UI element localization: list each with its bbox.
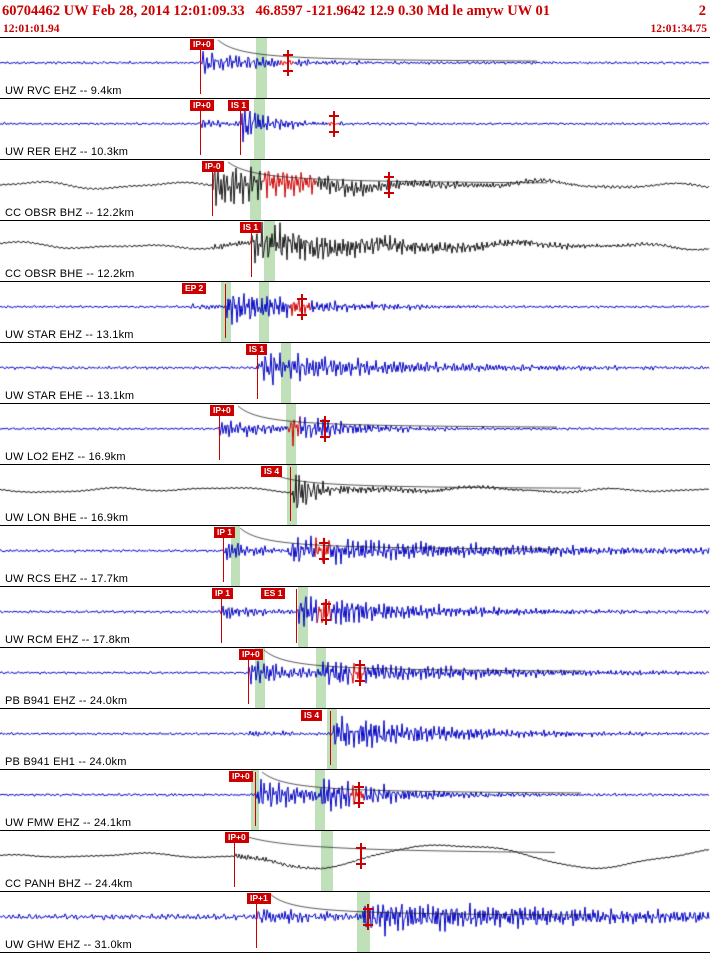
waveform-canvas[interactable]	[0, 404, 710, 463]
page-indicator: 2	[698, 2, 706, 19]
phase-pick-flag[interactable]: IP+0	[229, 771, 253, 782]
waveform-canvas[interactable]	[0, 465, 710, 524]
phase-pick-line[interactable]	[330, 711, 331, 765]
trace-panel[interactable]: IS 4 PB B941 EH1 -- 24.0km	[0, 709, 710, 770]
phase-pick-flag[interactable]: IS 4	[301, 710, 323, 721]
waveform-canvas[interactable]	[0, 648, 710, 707]
phase-pick-flag[interactable]: IS 4	[261, 466, 283, 477]
trace-panel[interactable]: IP 1 ES 1 UW RCM EHZ -- 17.8km	[0, 587, 710, 648]
station-label: PB B941 EHZ -- 24.0km	[5, 695, 128, 707]
phase-pick-flag[interactable]: IP+1	[247, 893, 271, 904]
phase-pick-flag[interactable]: IS 1	[228, 100, 250, 111]
phase-pick-line[interactable]	[240, 101, 241, 155]
trace-panel[interactable]: IP 1 UW RCS EHZ -- 17.7km	[0, 526, 710, 587]
time-axis-header: 12:01:01.94 12:01:34.75	[0, 21, 710, 37]
phase-pick-line[interactable]	[200, 40, 201, 94]
coda-duration-marker[interactable]	[283, 50, 293, 76]
phase-pick-line[interactable]	[234, 833, 235, 887]
station-label: CC OBSR BHE -- 12.2km	[5, 268, 135, 280]
station-label: CC OBSR BHZ -- 12.2km	[5, 207, 134, 219]
waveform-canvas[interactable]	[0, 770, 710, 829]
trace-panel[interactable]: IP+0 PB B941 EHZ -- 24.0km	[0, 648, 710, 709]
phase-pick-flag[interactable]: IP-0	[202, 161, 224, 172]
station-label: UW LO2 EHZ -- 16.9km	[5, 451, 126, 463]
event-summary-text: 60704462 UW Feb 28, 2014 12:01:09.33 46.…	[2, 2, 551, 19]
station-label: PB B941 EH1 -- 24.0km	[5, 756, 127, 768]
station-label: UW GHW EHZ -- 31.0km	[5, 939, 132, 951]
waveform-canvas[interactable]	[0, 221, 710, 280]
phase-pick-line[interactable]	[256, 894, 257, 948]
station-label: CC PANH BHZ -- 24.4km	[5, 878, 133, 890]
waveform-canvas[interactable]	[0, 282, 710, 341]
trace-panel[interactable]: IP+0 UW FMW EHZ -- 24.1km	[0, 770, 710, 831]
station-label: UW LON BHE -- 16.9km	[5, 512, 129, 524]
station-label: UW RVC EHZ -- 9.4km	[5, 85, 122, 97]
trace-panel[interactable]: IP+1 UW GHW EHZ -- 31.0km	[0, 892, 710, 953]
waveform-canvas[interactable]	[0, 343, 710, 402]
trace-panel[interactable]: IS 1 CC OBSR BHE -- 12.2km	[0, 221, 710, 282]
coda-duration-marker[interactable]	[354, 782, 364, 808]
phase-pick-line[interactable]	[255, 772, 256, 826]
coda-duration-marker[interactable]	[329, 111, 339, 137]
phase-pick-flag[interactable]: IP+0	[225, 832, 249, 843]
phase-pick-flag[interactable]: EP 2	[182, 283, 207, 294]
phase-pick-flag[interactable]: IP+0	[190, 100, 214, 111]
window-end-time: 12:01:34.75	[650, 23, 707, 35]
phase-pick-line[interactable]	[225, 284, 226, 338]
coda-duration-marker[interactable]	[319, 538, 329, 564]
phase-pick-flag[interactable]: IS 1	[246, 344, 268, 355]
waveform-canvas[interactable]	[0, 160, 710, 219]
station-label: UW FMW EHZ -- 24.1km	[5, 817, 132, 829]
coda-duration-marker[interactable]	[384, 172, 394, 198]
trace-panel[interactable]: IP-0 CC OBSR BHZ -- 12.2km	[0, 160, 710, 221]
phase-pick-flag[interactable]: IP 1	[212, 588, 233, 599]
waveform-canvas[interactable]	[0, 38, 710, 97]
phase-pick-line[interactable]	[290, 467, 291, 521]
trace-panel[interactable]: IP+0 UW LO2 EHZ -- 16.9km	[0, 404, 710, 465]
coda-duration-marker[interactable]	[321, 599, 331, 625]
waveform-canvas[interactable]	[0, 831, 710, 890]
phase-pick-line[interactable]	[257, 345, 258, 399]
station-label: UW STAR EHE -- 13.1km	[5, 390, 135, 402]
phase-pick-line[interactable]	[221, 589, 222, 643]
trace-panel[interactable]: IP+0 UW RVC EHZ -- 9.4km	[0, 38, 710, 99]
waveform-canvas[interactable]	[0, 587, 710, 646]
station-label: UW RCM EHZ -- 17.8km	[5, 634, 130, 646]
coda-duration-marker[interactable]	[356, 843, 366, 869]
phase-pick-line[interactable]	[251, 223, 252, 277]
window-start-time: 12:01:01.94	[3, 23, 60, 35]
phase-pick-line[interactable]	[296, 589, 297, 643]
trace-panel[interactable]: IP+0 IS 1 UW RER EHZ -- 10.3km	[0, 99, 710, 160]
trace-list: IP+0 UW RVC EHZ -- 9.4km IP+0 IS 1 UW RER EH…	[0, 37, 710, 953]
station-label: UW STAR EHZ -- 13.1km	[5, 329, 134, 341]
coda-duration-marker[interactable]	[355, 660, 365, 686]
waveform-canvas[interactable]	[0, 526, 710, 585]
trace-panel[interactable]: IS 1 UW STAR EHE -- 13.1km	[0, 343, 710, 404]
coda-duration-marker[interactable]	[320, 416, 330, 442]
phase-pick-flag[interactable]: ES 1	[261, 588, 286, 599]
waveform-canvas[interactable]	[0, 709, 710, 768]
phase-pick-flag[interactable]: IP+0	[239, 649, 263, 660]
station-label: UW RER EHZ -- 10.3km	[5, 146, 129, 158]
phase-pick-line[interactable]	[212, 162, 213, 216]
station-label: UW RCS EHZ -- 17.7km	[5, 573, 129, 585]
event-header: 60704462 UW Feb 28, 2014 12:01:09.33 46.…	[0, 0, 710, 21]
trace-panel[interactable]: IS 4 UW LON BHE -- 16.9km	[0, 465, 710, 526]
phase-pick-flag[interactable]: IP+0	[210, 405, 234, 416]
phase-pick-flag[interactable]: IP+0	[190, 39, 214, 50]
phase-pick-flag[interactable]: IP 1	[214, 527, 235, 538]
trace-panel[interactable]: IP+0 CC PANH BHZ -- 24.4km	[0, 831, 710, 892]
waveform-canvas[interactable]	[0, 99, 710, 158]
coda-duration-marker[interactable]	[297, 294, 307, 320]
phase-pick-line[interactable]	[200, 101, 201, 155]
phase-pick-line[interactable]	[223, 528, 224, 582]
phase-pick-line[interactable]	[219, 406, 220, 460]
trace-panel[interactable]: EP 2 UW STAR EHZ -- 13.1km	[0, 282, 710, 343]
coda-duration-marker[interactable]	[363, 904, 373, 930]
phase-pick-line[interactable]	[248, 650, 249, 704]
phase-pick-flag[interactable]: IS 1	[240, 222, 262, 233]
